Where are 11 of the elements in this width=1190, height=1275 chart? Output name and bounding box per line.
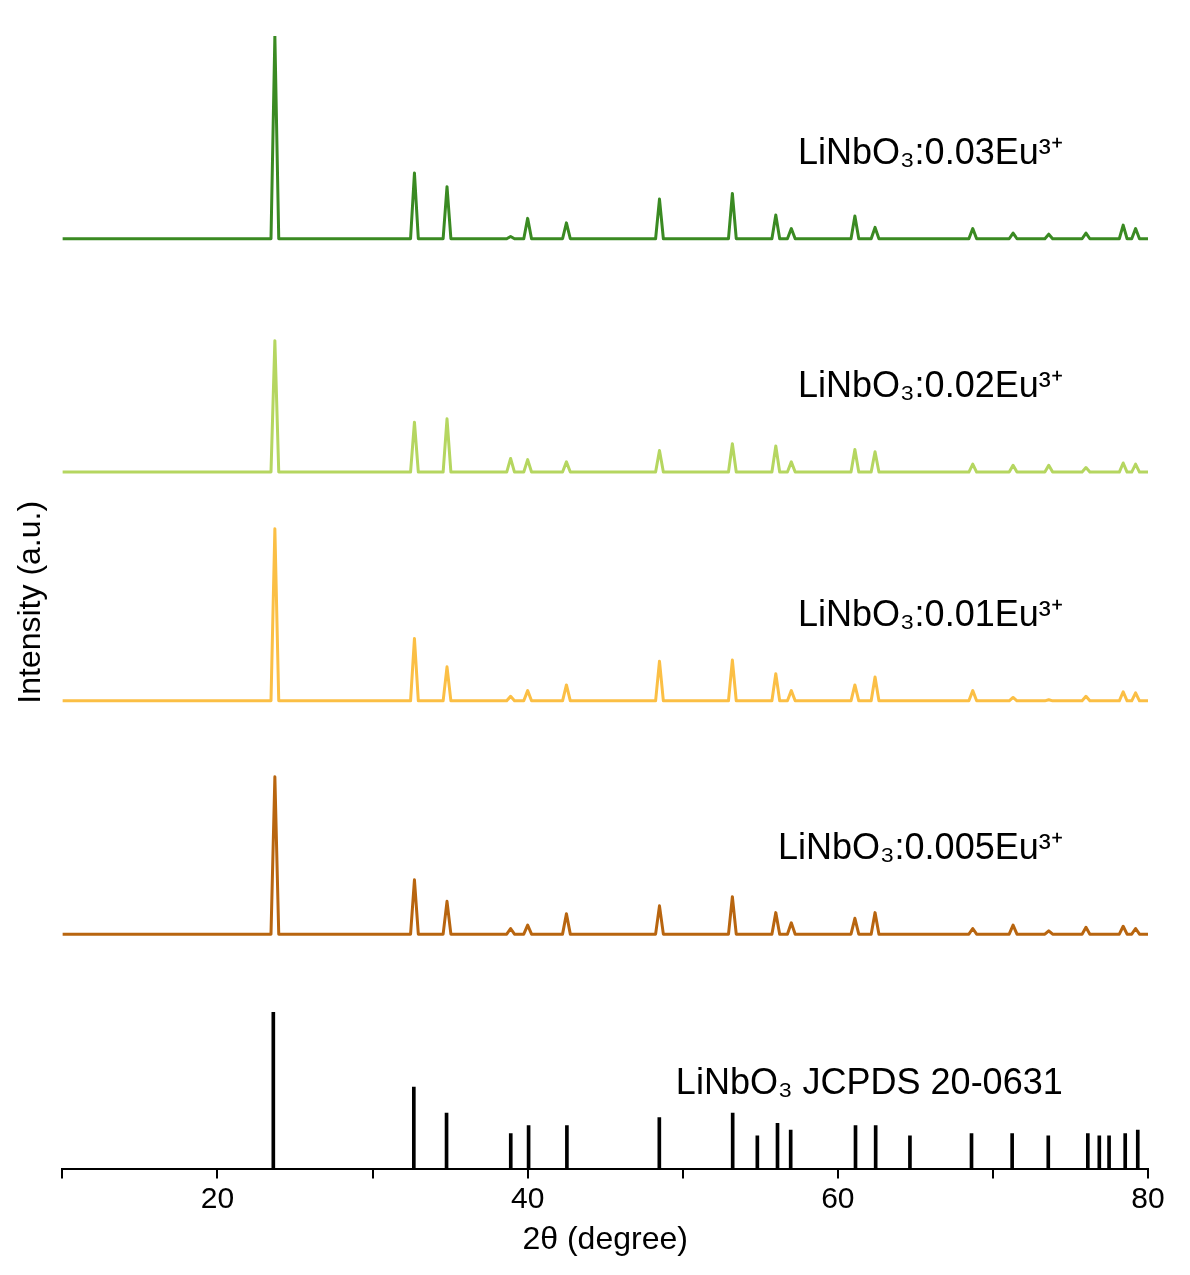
- series-label: LiNbO₃:0.01Eu³⁺: [797, 592, 1063, 634]
- series-label: LiNbO₃ JCPDS 20-0631: [675, 1060, 1063, 1102]
- series-label: LiNbO₃:0.03Eu³⁺: [797, 130, 1063, 172]
- y-axis-title: Intensity (a.u.): [11, 500, 48, 704]
- x-tick-label: 60: [821, 1180, 855, 1214]
- x-tick-label: 80: [1131, 1180, 1165, 1214]
- series-label: LiNbO₃:0.02Eu³⁺: [797, 364, 1063, 406]
- x-tick-label: 40: [510, 1180, 545, 1214]
- x-axis-title: 2θ (degree): [522, 1219, 688, 1256]
- series-label: LiNbO₃:0.005Eu³⁺: [777, 826, 1063, 868]
- x-tick-label: 20: [200, 1180, 235, 1214]
